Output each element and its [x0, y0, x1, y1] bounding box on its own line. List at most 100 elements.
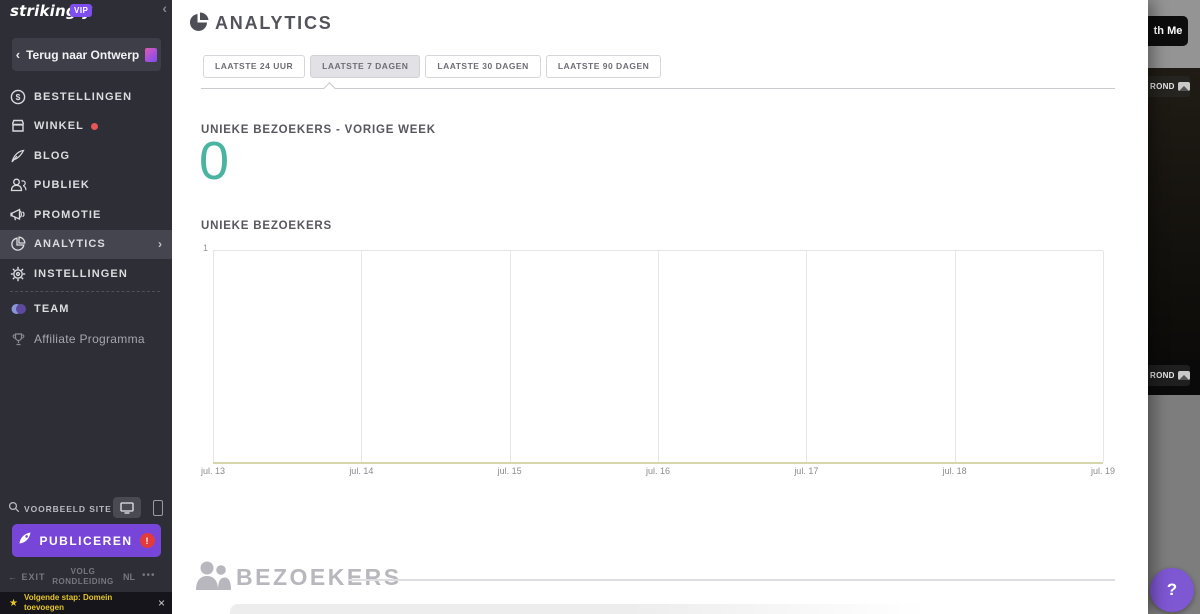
background-edit-button-top[interactable]: ROND	[1148, 76, 1190, 97]
sidebar-menu: $ BESTELLINGEN WINKEL BLOG	[0, 82, 172, 289]
chart-gridline	[806, 251, 808, 462]
publish-button-label: PUBLICEREN	[39, 533, 133, 548]
background-badge-label: ROND	[1150, 371, 1175, 380]
sidebar-item-analytics[interactable]: ANALYTICS ›	[0, 229, 172, 259]
arrow-left-icon: ←	[8, 572, 18, 582]
visitors-heading-divider	[348, 579, 1115, 581]
collapse-sidebar-icon[interactable]: ‹	[162, 0, 167, 16]
tab-laatste-24-uur[interactable]: LAATSTE 24 UUR	[203, 55, 306, 78]
pie-chart-icon	[188, 12, 209, 38]
storefront-icon	[9, 118, 27, 135]
exit-button[interactable]: ← EXIT	[8, 572, 46, 582]
x-axis-label: jul. 16	[645, 466, 671, 476]
tab-laatste-7-dagen[interactable]: LAATSTE 7 DAGEN	[310, 55, 421, 78]
sidebar-footer: ← EXIT VOLG RONDLEIDING NL •••	[0, 566, 172, 590]
mobile-view-button[interactable]	[153, 500, 163, 516]
tour-button[interactable]: VOLG RONDLEIDING	[52, 567, 114, 586]
preview-divider-section: ROND	[1148, 360, 1200, 395]
alert-badge: !	[139, 533, 155, 548]
sidebar-item-team[interactable]: TEAM	[0, 294, 172, 324]
chart-gridline	[509, 251, 511, 462]
sidebar-item-label: TEAM	[34, 303, 70, 315]
chart-x-labels: jul. 13 jul. 14 jul. 15 jul. 16 jul. 17 jul. …	[201, 466, 1115, 480]
sidebar-item-label: ANALYTICS	[34, 238, 106, 251]
stat-label: UNIEKE BEZOEKERS - VORIGE WEEK	[201, 124, 436, 136]
vip-badge: VIP	[70, 4, 93, 17]
sidebar-item-instellingen[interactable]: INSTELLINGEN	[0, 259, 172, 289]
y-axis-tick: 1	[202, 243, 208, 253]
publish-button[interactable]: PUBLICEREN !	[12, 524, 161, 557]
sidebar-item-bestellingen[interactable]: $ BESTELLINGEN	[0, 82, 172, 112]
tabs-divider	[201, 88, 1115, 89]
dollar-circle-icon: $	[9, 88, 27, 105]
tab-laatste-90-dagen[interactable]: LAATSTE 90 DAGEN	[545, 55, 662, 78]
gear-icon	[9, 265, 27, 282]
image-icon	[1177, 371, 1190, 380]
sidebar-item-winkel[interactable]: WINKEL	[0, 112, 172, 142]
chart-gridline	[213, 251, 214, 462]
preview-site-label: VOORBEELD SITE	[24, 504, 112, 514]
sidebar-item-publiek[interactable]: PUBLIEK	[0, 171, 172, 201]
x-axis-label: jul. 13	[200, 466, 226, 476]
notification-text: Volgende stap: Domein toevoegen	[23, 592, 113, 612]
visitors-heading: BEZOEKERS	[236, 564, 402, 590]
more-options-icon[interactable]: •••	[142, 570, 156, 581]
sidebar-item-blog[interactable]: BLOG	[0, 141, 172, 171]
chart-gridline	[1103, 251, 1104, 462]
help-button[interactable]: ?	[1150, 568, 1194, 612]
chevron-right-icon: ›	[158, 237, 162, 252]
star-icon: ★	[9, 597, 18, 609]
background-badge-label: ROND	[1150, 82, 1175, 91]
visitors-people-icon	[194, 560, 232, 597]
preview-site-selector[interactable]: VOORBEELD SITE ▾	[8, 500, 121, 518]
trophy-icon	[9, 331, 27, 348]
team-avatars-icon	[9, 301, 27, 318]
next-step-notification: ★ Volgende stap: Domein toevoegen ×	[0, 592, 172, 614]
chart-heading: UNIEKE BEZOEKERS	[201, 220, 333, 232]
language-button[interactable]: NL	[123, 572, 135, 582]
chart-plot	[213, 250, 1104, 464]
x-axis-label: jul. 14	[349, 466, 374, 476]
page-title: ANALYTICS	[215, 13, 333, 33]
sidebar-item-label: INSTELLINGEN	[34, 267, 128, 280]
x-axis-label: jul. 19	[1090, 466, 1116, 476]
sidebar-item-label: WINKEL	[34, 120, 84, 133]
close-icon[interactable]: ×	[157, 596, 165, 610]
notification-dot	[90, 122, 98, 130]
quill-icon	[9, 147, 27, 164]
sidebar-item-promotie[interactable]: PROMOTIE	[0, 200, 172, 230]
sidebar-item-affiliate[interactable]: Affiliate Programma	[0, 324, 172, 354]
sidebar-item-label: BESTELLINGEN	[34, 90, 133, 103]
chart-gridline	[954, 251, 956, 462]
site-preview-pane: th Me ROND ROND ?	[1148, 0, 1200, 614]
active-tab-notch	[323, 82, 336, 95]
sidebar-divider	[10, 291, 160, 292]
preview-dark-section: ROND	[1148, 68, 1200, 360]
sidebar-item-label: PUBLIEK	[34, 179, 90, 192]
sidebar-secondary-menu: TEAM Affiliate Programma	[0, 294, 172, 354]
chat-with-me-button[interactable]: th Me	[1148, 16, 1188, 46]
sidebar-item-label: PROMOTIE	[34, 208, 102, 221]
search-icon	[8, 500, 20, 518]
chart-gridline	[361, 251, 363, 462]
exit-label: EXIT	[21, 572, 46, 582]
pie-chart-icon	[9, 236, 27, 253]
back-button-label: Terug naar Ontwerp	[26, 47, 140, 62]
analytics-panel: ANALYTICS LAATSTE 24 UUR LAATSTE 7 DAGEN…	[172, 0, 1148, 614]
background-edit-button-bottom[interactable]: ROND	[1148, 365, 1190, 386]
desktop-view-button[interactable]	[113, 497, 141, 518]
sidebar-item-label: Affiliate Programma	[34, 332, 145, 346]
tab-laatste-30-dagen[interactable]: LAATSTE 30 DAGEN	[425, 55, 541, 78]
x-axis-label: jul. 18	[942, 466, 967, 476]
visitors-table-top-edge	[230, 604, 956, 614]
svg-text:$: $	[16, 92, 21, 102]
rocket-icon	[18, 531, 32, 550]
back-to-editor-button[interactable]: ‹ Terug naar Ontwerp	[12, 38, 161, 71]
stat-value: 0	[199, 131, 230, 191]
date-range-tabs: LAATSTE 24 UUR LAATSTE 7 DAGEN LAATSTE 3…	[203, 55, 662, 78]
sidebar: strikingly VIP ‹ ‹ Terug naar Ontwerp $ …	[0, 0, 172, 614]
x-axis-label: jul. 17	[794, 466, 819, 476]
megaphone-icon	[9, 206, 27, 223]
site-thumbnail-icon	[145, 47, 158, 62]
sidebar-item-label: BLOG	[34, 149, 71, 162]
